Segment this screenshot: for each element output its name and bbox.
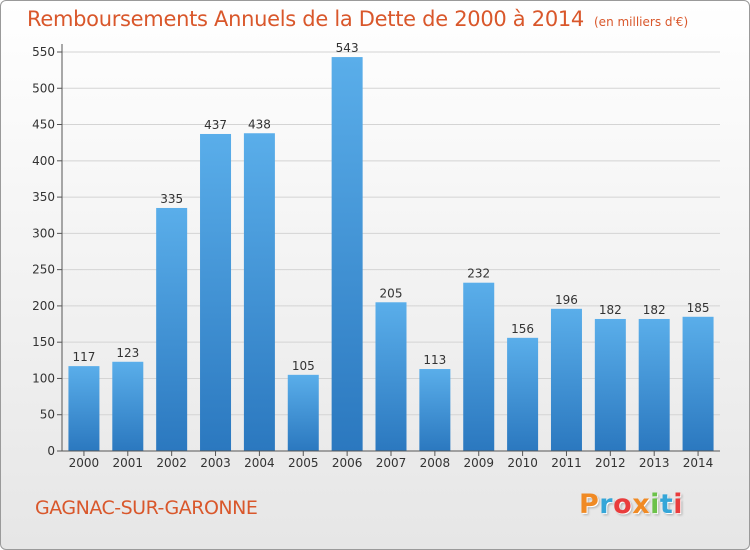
data-label: 105 — [292, 359, 315, 373]
data-label: 156 — [511, 322, 534, 336]
logo-letter: r — [599, 489, 614, 520]
x-tick-label: 2005 — [288, 456, 319, 470]
y-tick-label: 150 — [32, 335, 55, 349]
data-label: 182 — [599, 303, 622, 317]
data-labels: 117 123 335 437 438 105 543 205 113 232 156 196 182 1… — [72, 41, 709, 373]
bar — [243, 133, 275, 451]
x-tick-label: 2003 — [200, 456, 231, 470]
bar — [375, 302, 407, 451]
logo-letter: i — [650, 489, 660, 520]
y-tick-label: 250 — [32, 263, 55, 277]
data-label: 113 — [423, 353, 446, 367]
bar — [638, 318, 670, 451]
chart-subtitle: (en milliers d'€) — [594, 15, 689, 29]
y-tick-label: 100 — [32, 371, 55, 385]
bars — [68, 57, 714, 451]
y-tick-label: 350 — [32, 190, 55, 204]
data-label: 335 — [160, 192, 183, 206]
x-axis-ticks: 2000 2001 2002 2003 2004 2005 2006 2007 2008 2009… — [69, 451, 714, 470]
data-label: 205 — [380, 286, 403, 300]
bar — [156, 207, 188, 451]
bar — [419, 369, 451, 451]
x-tick-label: 2004 — [244, 456, 275, 470]
x-tick-label: 2014 — [683, 456, 714, 470]
data-label: 123 — [116, 346, 139, 360]
x-tick-label: 2012 — [595, 456, 626, 470]
x-tick-label: 2011 — [551, 456, 582, 470]
x-tick-label: 2007 — [376, 456, 407, 470]
x-tick-label: 2013 — [639, 456, 670, 470]
bar — [682, 316, 714, 451]
logo-letter: x — [632, 489, 651, 520]
y-tick-label: 450 — [32, 118, 55, 132]
bar — [112, 361, 144, 451]
x-tick-label: 2000 — [69, 456, 100, 470]
x-tick-label: 2001 — [113, 456, 144, 470]
x-tick-label: 2006 — [332, 456, 363, 470]
x-tick-label: 2010 — [507, 456, 538, 470]
y-tick-label: 300 — [32, 226, 55, 240]
y-tick-label: 50 — [40, 408, 55, 422]
x-tick-label: 2009 — [463, 456, 494, 470]
town-name: GAGNAC-SUR-GARONNE — [35, 497, 258, 519]
y-tick-label: 550 — [32, 45, 55, 59]
bar — [68, 366, 100, 451]
y-axis-ticks: 0 50 100 150 200 250 300 350 400 450 500 550 — [32, 45, 62, 458]
y-tick-label: 400 — [32, 154, 55, 168]
chart-title-line: Remboursements Annuels de la Dette de 20… — [27, 7, 688, 31]
y-tick-label: 200 — [32, 299, 55, 313]
bar — [550, 308, 582, 451]
data-label: 232 — [467, 267, 490, 281]
x-tick-label: 2008 — [420, 456, 451, 470]
bar — [463, 282, 495, 451]
data-label: 196 — [555, 293, 578, 307]
data-label: 182 — [643, 303, 666, 317]
data-label: 437 — [204, 118, 227, 132]
bar — [594, 318, 626, 451]
axes — [57, 44, 720, 452]
chart-title: Remboursements Annuels de la Dette de 20… — [27, 7, 584, 31]
logo-letter: P — [579, 489, 600, 520]
data-label: 117 — [72, 350, 95, 364]
data-label: 185 — [687, 301, 710, 315]
data-label: 438 — [248, 117, 271, 131]
bar — [507, 337, 539, 451]
y-tick-label: 0 — [47, 444, 55, 458]
x-tick-label: 2002 — [156, 456, 187, 470]
bar — [200, 133, 232, 451]
bar — [287, 374, 319, 451]
bar — [331, 57, 363, 451]
logo-letter: i — [673, 489, 684, 520]
logo-letter: o — [613, 489, 633, 520]
logo-letter: t — [659, 489, 674, 520]
data-label: 543 — [336, 41, 359, 55]
proxiti-logo: Proxiti — [579, 489, 683, 520]
y-tick-label: 500 — [32, 81, 55, 95]
